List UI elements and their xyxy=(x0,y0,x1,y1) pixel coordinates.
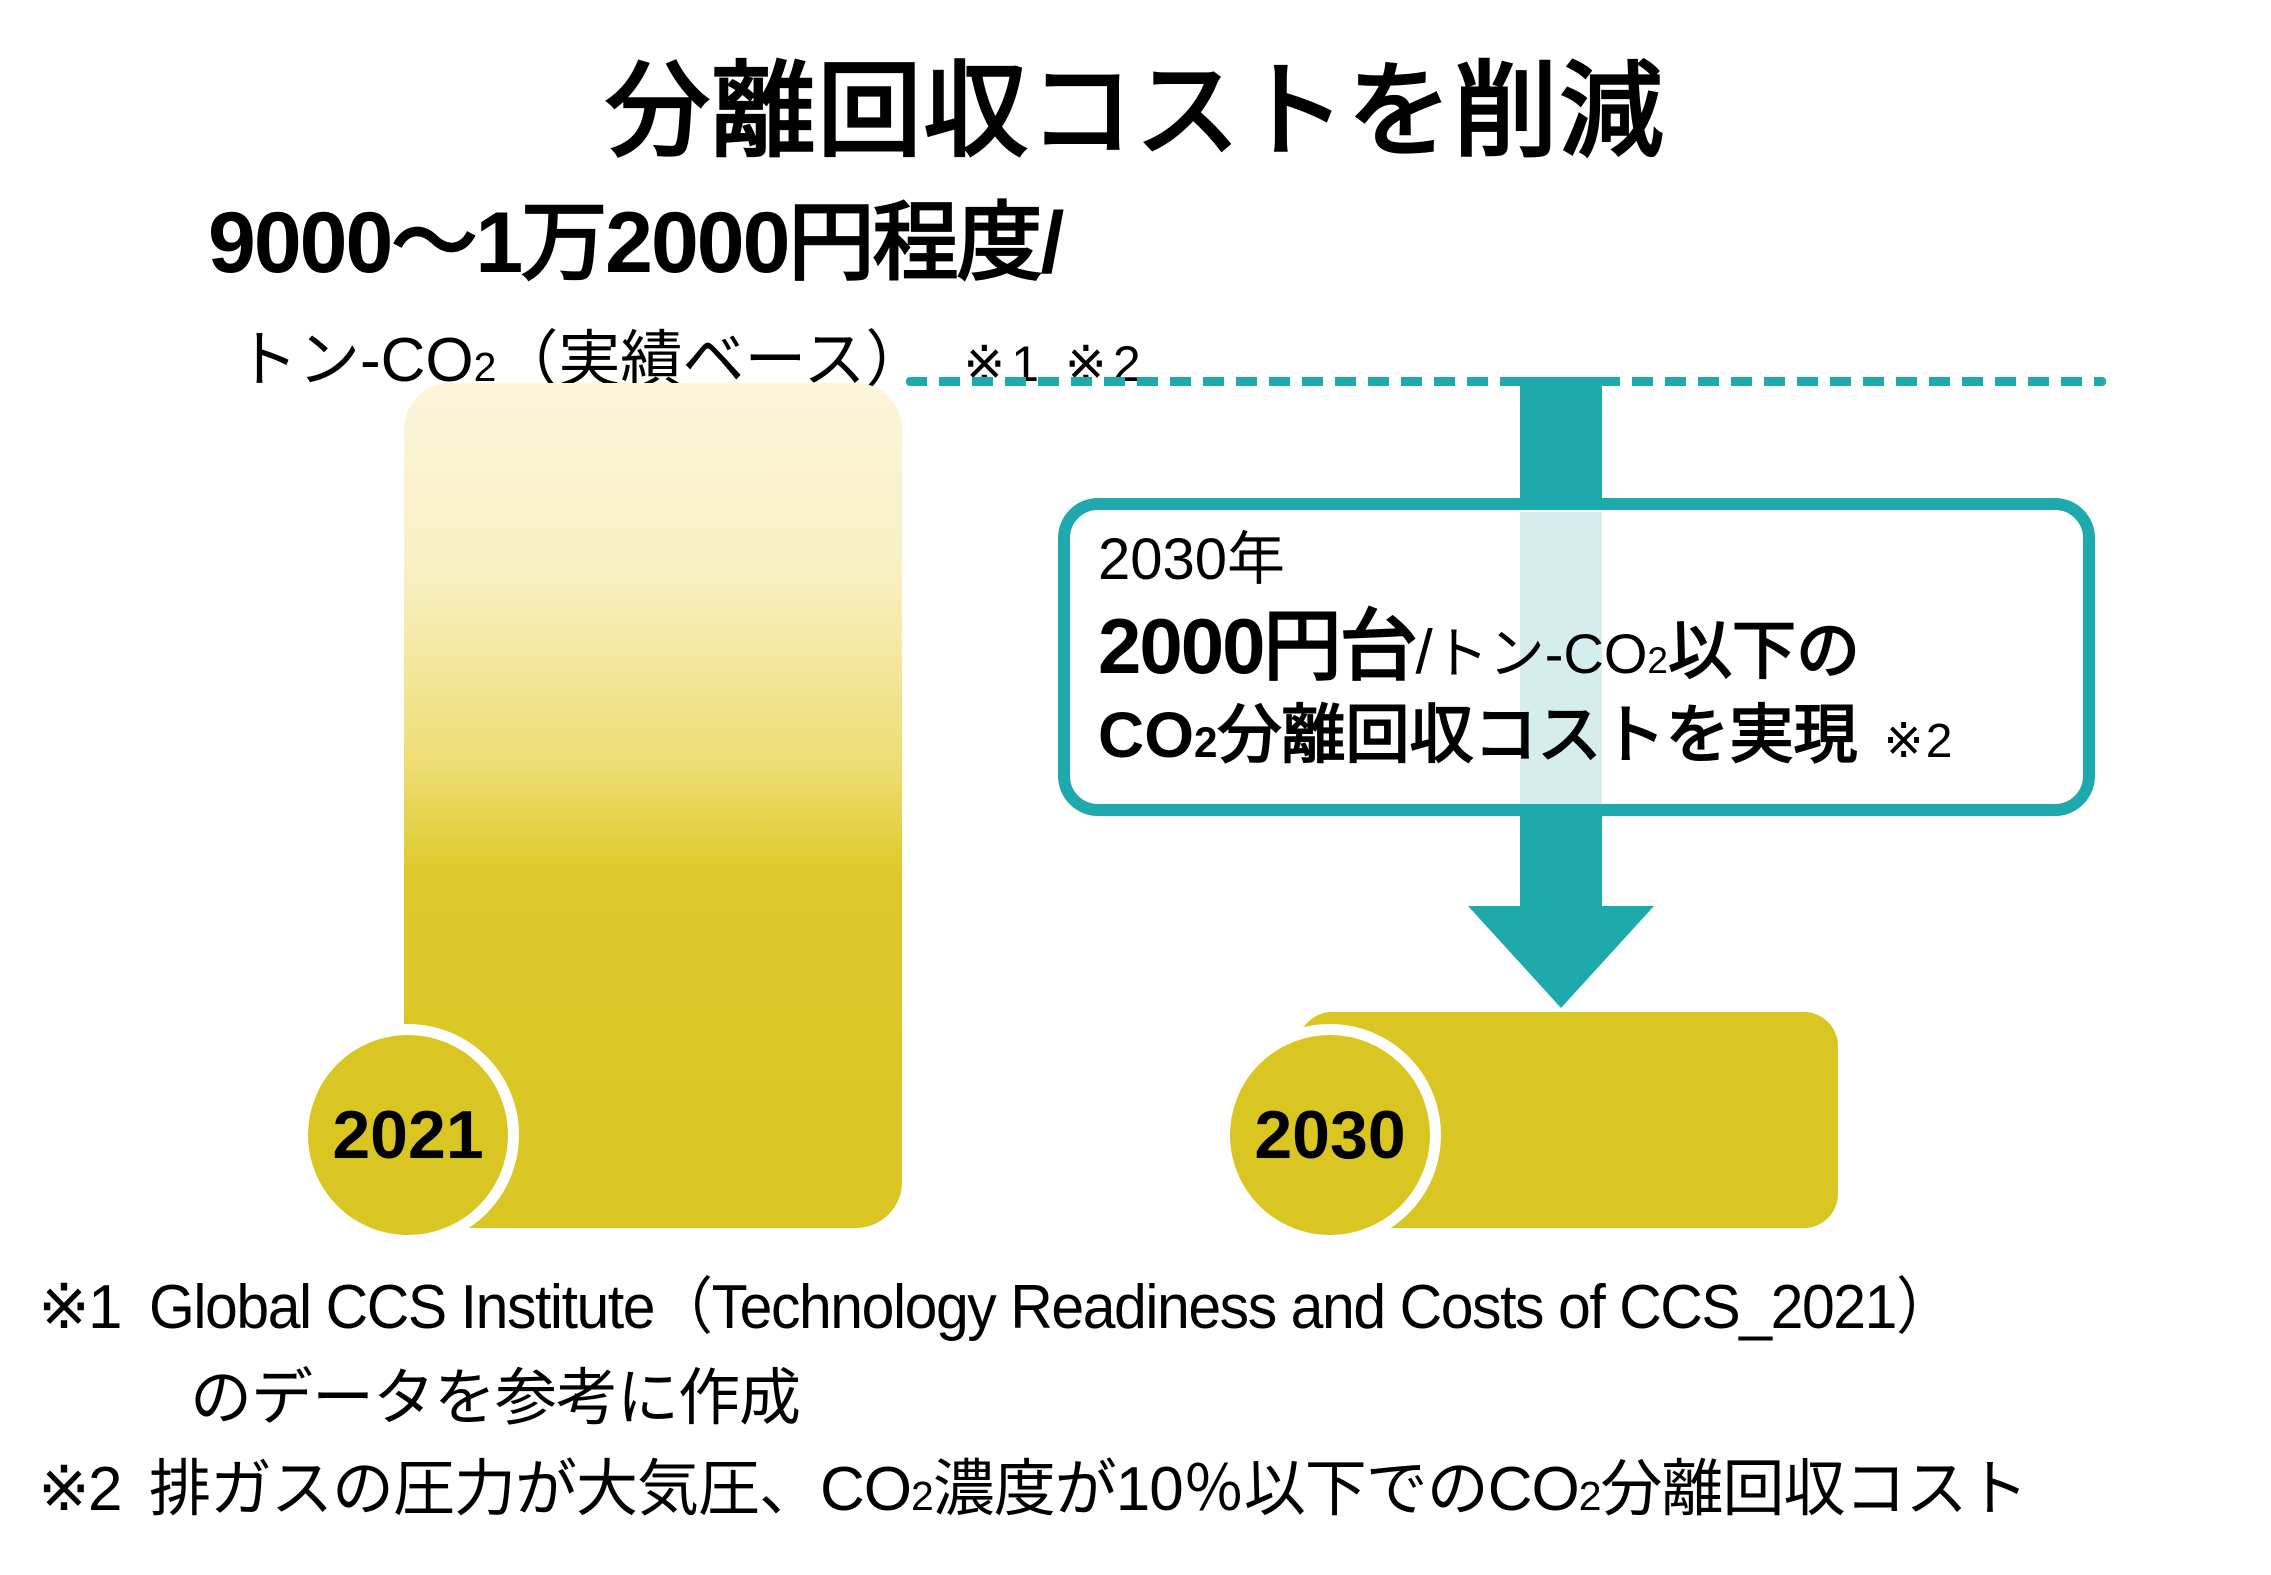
down-arrow-shaft-through-box xyxy=(1520,512,1602,804)
goal-unit-prefix: トン-CO xyxy=(1432,621,1648,685)
down-arrow-head-icon xyxy=(1468,906,1654,1008)
co2-subscript: 2 xyxy=(1647,639,1668,681)
down-arrow-shaft-bottom xyxy=(1520,806,1602,908)
down-arrow-shaft-top xyxy=(1520,377,1602,507)
slash: / xyxy=(1415,617,1433,687)
baseline-dashed-line xyxy=(906,377,2106,386)
page-title: 分離回収コストを削減 xyxy=(605,54,1666,170)
current-cost-value: 9000〜1万2000円程度/ xyxy=(208,195,1064,291)
year-badge-2030: 2030 xyxy=(1219,1024,1441,1246)
footnote-2-marker: ※2 xyxy=(38,1455,122,1525)
co2-subscript: 2 xyxy=(911,1473,934,1520)
footnote-1-continuation: のデータを参考に作成 xyxy=(38,1353,2048,1444)
goal-statement-text: 分離回収コストを実現 xyxy=(1217,699,1858,772)
footnote-2-part1: 排ガスの圧力が大気圧、CO xyxy=(149,1455,912,1525)
footnote-2: ※2 排ガスの圧力が大気圧、CO2濃度が10％以下でのCO2分離回収コスト xyxy=(38,1444,2048,1535)
current-cost-label: 9000〜1万2000円程度/ トン-CO2（実績ベース） ※1 ※2 xyxy=(208,172,1147,399)
footnote-2-part3: 分離回収コスト xyxy=(1600,1455,2029,1525)
goal-statement: CO2分離回収コストを実現 ※2 xyxy=(1098,699,2085,773)
unit-prefix: トン-CO xyxy=(236,326,474,395)
goal-unit-suffix: 以下の xyxy=(1667,614,1860,687)
footnote-1-marker: ※1 xyxy=(38,1273,122,1342)
co2-prefix: CO xyxy=(1098,699,1194,772)
year-badge-2021: 2021 xyxy=(297,1024,519,1246)
footnote-2-text: 排ガスの圧力が大気圧、CO2濃度が10％以下でのCO2分離回収コスト xyxy=(149,1444,2029,1535)
footnote-ref: ※2 xyxy=(1883,715,1955,769)
year-label-2021: 2021 xyxy=(332,1097,484,1173)
footnote-1: ※1 Global CCS Institute（Technology Readi… xyxy=(38,1262,2048,1353)
goal-year: 2030年 xyxy=(1098,527,1286,592)
goal-amount-line: 2000円台/トン-CO2以下の xyxy=(1098,602,2085,692)
footnote-2-part2: 濃度が10％以下でのCO xyxy=(932,1455,1580,1525)
co2-subscript: 2 xyxy=(1194,719,1218,767)
goal-amount: 2000円台 xyxy=(1098,601,1418,690)
co2-subscript: 2 xyxy=(473,344,497,390)
footnote-1-continuation-text: のデータを参考に作成 xyxy=(190,1364,801,1434)
goal-box-content: 2030年 2000円台/トン-CO2以下の CO2分離回収コストを実現 ※2 xyxy=(1058,498,2095,816)
year-label-2030: 2030 xyxy=(1254,1097,1406,1173)
footnote-1-source: Global CCS Institute（Technology Readines… xyxy=(149,1273,1955,1342)
footnotes: ※1 Global CCS Institute（Technology Readi… xyxy=(38,1262,2048,1535)
co2-subscript: 2 xyxy=(1578,1473,1602,1520)
